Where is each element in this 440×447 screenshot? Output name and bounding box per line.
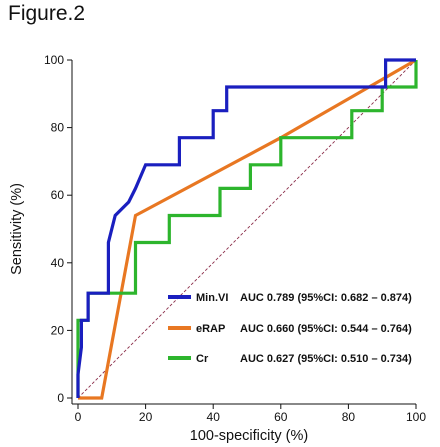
series-layer (76, 58, 418, 400)
x-tick-label: 80 (342, 410, 356, 424)
y-tick-label: 80 (51, 121, 65, 135)
legend: Min.VI AUC 0.789 (95%CI: 0.682 – 0.874) eR… (168, 292, 412, 365)
y-tick-label: 60 (51, 188, 65, 202)
x-tick-label: 60 (274, 410, 288, 424)
y-tick-label: 100 (44, 53, 64, 67)
x-tick-label: 20 (139, 410, 153, 424)
y-axis-title: Sensitivity (%) (9, 183, 25, 275)
y-tick-label: 20 (51, 323, 65, 337)
x-axis-title: 100-specificity (%) (190, 428, 308, 444)
legend-name-erap: eRAP (196, 323, 225, 335)
legend-name-min-vi: Min.VI (196, 292, 228, 304)
figure-label: Figure.2 (8, 2, 86, 25)
legend-auc-cr: AUC 0.627 (95%CI: 0.510 – 0.734) (240, 353, 412, 365)
y-tick-label: 0 (57, 391, 64, 405)
legend-auc-min-vi: AUC 0.789 (95%CI: 0.682 – 0.874) (240, 292, 412, 304)
y-tick-label: 40 (51, 256, 65, 270)
legend-name-cr: Cr (196, 353, 209, 365)
x-tick-label: 100 (406, 410, 426, 424)
axes-layer: 0 20 40 60 80 100 0 20 40 60 80 100 100-specificity … (9, 53, 426, 444)
series-line-erap (78, 58, 417, 400)
series-line-min-vi (76, 58, 416, 398)
x-tick-label: 40 (207, 410, 221, 424)
x-tick-label: 0 (75, 410, 82, 424)
legend-auc-erap: AUC 0.660 (95%CI: 0.544 – 0.764) (240, 323, 412, 335)
